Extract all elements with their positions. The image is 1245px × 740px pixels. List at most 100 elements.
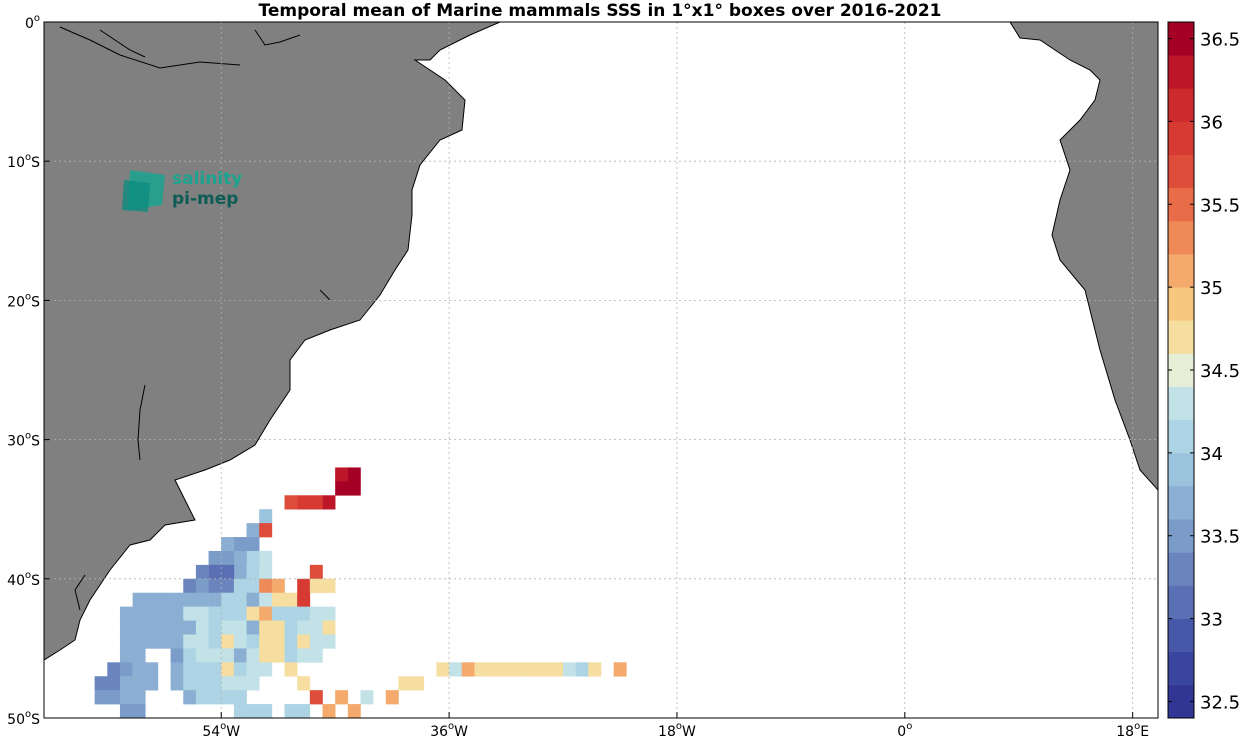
sss-cell — [309, 690, 323, 705]
colorbar-segment — [1168, 353, 1194, 387]
sss-cell — [246, 592, 260, 607]
sss-cell — [259, 634, 273, 649]
sss-cell — [233, 676, 247, 691]
sss-cell — [271, 592, 285, 607]
sss-cell — [233, 634, 247, 649]
sss-cell — [157, 634, 171, 649]
sss-cell — [119, 690, 133, 705]
sss-cell — [195, 592, 209, 607]
sss-cell — [221, 550, 235, 566]
sss-cell — [271, 620, 285, 635]
sss-cell — [183, 690, 197, 705]
sss-cell — [94, 690, 108, 705]
sss-cell — [107, 662, 121, 677]
sss-cell — [246, 523, 260, 538]
colorbar-tick-label: 33.5 — [1200, 527, 1240, 548]
sss-cell — [195, 564, 209, 580]
sss-cell — [183, 592, 197, 607]
sss-cell — [183, 620, 197, 635]
y-tick-label: 10oS — [7, 152, 40, 171]
sss-cell — [132, 592, 146, 607]
sss-cell — [221, 564, 235, 580]
sss-cell — [309, 634, 323, 649]
sss-cell — [119, 676, 133, 691]
map-area: salinity pi-mep — [44, 22, 1158, 718]
sss-cell — [132, 648, 146, 663]
sss-cell — [284, 648, 298, 663]
sss-cell — [259, 662, 273, 677]
sss-cell — [588, 662, 602, 677]
sss-cell — [221, 606, 235, 621]
sss-cell — [233, 648, 247, 663]
sss-cell — [246, 537, 260, 552]
sss-cell — [297, 606, 311, 621]
sss-cell — [208, 550, 222, 566]
sss-cell — [259, 592, 273, 607]
x-tick-label: 54oW — [202, 721, 240, 740]
sss-cell — [119, 620, 133, 635]
sss-cell — [259, 564, 273, 580]
sss-cell — [537, 662, 551, 677]
sss-cell — [335, 690, 349, 705]
sss-cell — [208, 676, 222, 691]
colorbar-segment — [1168, 154, 1194, 189]
sss-cell — [271, 648, 285, 663]
colorbar: 32.5 33 33.5 34 34.5 35 35.5 36 36.5 — [1167, 21, 1240, 719]
y-tick-label: 40oS — [7, 570, 40, 589]
sss-cell — [195, 676, 209, 691]
sss-cell — [119, 648, 133, 663]
colorbar-segment — [1168, 22, 1194, 56]
sss-cell — [246, 662, 260, 677]
sss-cell — [309, 606, 323, 621]
colorbar-segment — [1168, 55, 1194, 89]
sss-cell — [195, 662, 209, 677]
sss-cell — [233, 592, 247, 607]
land-africa — [1009, 22, 1158, 491]
sss-cell — [145, 620, 159, 635]
sss-cell — [335, 481, 349, 496]
colorbar-tick-label: 34 — [1200, 444, 1223, 465]
sss-cell — [512, 662, 526, 677]
sss-cell — [170, 634, 184, 649]
sss-cell — [195, 690, 209, 705]
x-axis-ticks: 54oW 36oW 18oW 0o 18oE — [202, 712, 1149, 740]
sss-cell — [309, 495, 323, 510]
sss-cell — [233, 606, 247, 621]
sss-cell — [322, 620, 336, 635]
sss-cell — [208, 690, 222, 705]
sss-cell — [284, 620, 298, 635]
sss-cell — [575, 662, 589, 677]
sss-cell — [132, 606, 146, 621]
sss-cell — [246, 564, 260, 580]
sss-cell — [233, 564, 247, 580]
sss-cell — [322, 704, 336, 718]
sss-cell — [322, 578, 336, 594]
sss-cell — [170, 662, 184, 677]
sss-cell — [221, 690, 235, 705]
sss-cell — [233, 537, 247, 552]
sss-cell — [233, 620, 247, 635]
sss-cell — [297, 578, 311, 594]
colorbar-tick-label: 32.5 — [1200, 692, 1240, 713]
sss-cell — [132, 662, 146, 677]
sss-cell — [449, 662, 463, 677]
sss-cell — [284, 662, 298, 677]
x-tick-label: 18oW — [658, 721, 696, 740]
sss-cell — [259, 523, 273, 538]
colorbar-segment — [1168, 419, 1194, 454]
sss-cell — [183, 648, 197, 663]
sss-cell — [246, 578, 260, 594]
sss-cell — [246, 648, 260, 663]
sss-cell — [246, 634, 260, 649]
sss-cell — [107, 676, 121, 691]
sss-cell — [119, 606, 133, 621]
sss-cell — [487, 662, 501, 677]
sss-cell — [221, 676, 235, 691]
sss-cell — [221, 634, 235, 649]
sss-cell — [347, 704, 361, 718]
sss-cell — [563, 662, 576, 677]
sss-cell — [233, 550, 247, 566]
sss-cell — [259, 578, 273, 594]
sss-cell — [221, 620, 235, 635]
sss-cell — [309, 648, 323, 663]
